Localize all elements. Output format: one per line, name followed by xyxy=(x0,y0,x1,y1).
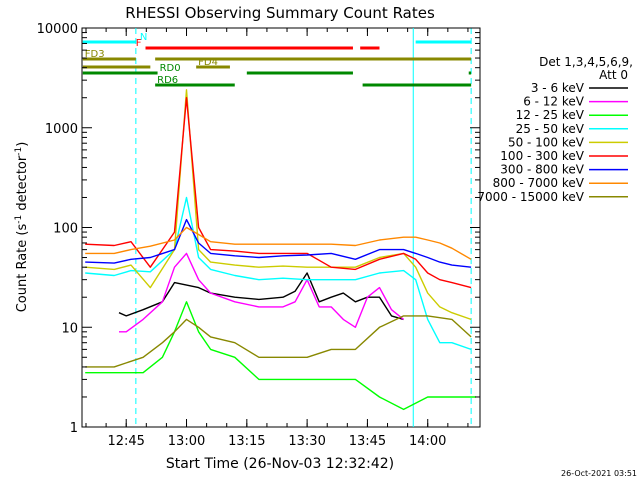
vertical-markers xyxy=(135,28,472,427)
footer-timestamp: 26-Oct-2021 03:51 xyxy=(561,469,637,478)
y-label-sup-2: -1 xyxy=(14,147,24,156)
y-axis-label: Count Rate (s-1 detector-1) xyxy=(14,142,30,313)
flag-label-fd3: FD3 xyxy=(85,49,105,60)
flag-label-rd6: RD6 xyxy=(157,75,178,86)
legend-label-7000-15000-kev: 7000 - 15000 keV xyxy=(477,190,584,204)
legend-label-50-100-kev: 50 - 100 keV xyxy=(508,135,585,149)
legend-title-line-2: Att 0 xyxy=(599,68,628,82)
legend-label-300-800-kev: 300 - 800 keV xyxy=(500,163,584,177)
y-tick-label: 10000 xyxy=(37,22,78,37)
x-axis-label: Start Time (26-Nov-03 12:32:42) xyxy=(166,456,394,472)
series-line-800-7000-kev xyxy=(85,226,472,260)
series-line-6-12-kev xyxy=(119,252,405,333)
series-line-12-25-kev xyxy=(85,301,476,411)
y-tick-label: 1 xyxy=(70,421,78,436)
legend-label-800-7000-kev: 800 - 7000 keV xyxy=(493,176,585,190)
series-line-25-50-kev xyxy=(85,196,472,351)
y-tick-label: 1000 xyxy=(45,122,78,137)
y-label-part-3: ) xyxy=(15,142,30,147)
flag-label-n: N xyxy=(140,32,147,43)
legend-label-12-25-kev: 12 - 25 keV xyxy=(516,108,585,122)
x-tick-label: 13:45 xyxy=(349,434,386,449)
x-tick-label: 14:00 xyxy=(409,434,446,449)
flag-label-fd4: FD4 xyxy=(198,57,218,68)
legend-label-25-50-kev: 25 - 50 keV xyxy=(516,122,585,136)
legend-label-6-12-kev: 6 - 12 keV xyxy=(523,95,585,109)
chart-title: RHESSI Observing Summary Count Rates xyxy=(125,4,435,22)
y-label-part-2: detector xyxy=(15,155,30,215)
y-label-sup-1: -1 xyxy=(14,215,24,224)
x-tick-label: 13:00 xyxy=(168,434,205,449)
y-label-part-1: Count Rate (s xyxy=(15,224,30,313)
x-tick-label: 12:45 xyxy=(107,434,144,449)
x-axis-ticks: 12:45 13:00 13:15 13:30 13:45 14:00 xyxy=(85,28,469,449)
plot-frame xyxy=(81,27,481,428)
y-axis-ticks: 1 10 100 1000 10000 xyxy=(37,22,480,436)
flag-label-rd0: RD0 xyxy=(160,63,181,74)
flag-label-f: F xyxy=(136,38,142,49)
x-tick-label: 13:15 xyxy=(228,434,265,449)
legend-title-line-1: Det 1,3,4,5,6,9, xyxy=(539,55,633,69)
series-line-300-800-kev xyxy=(85,218,472,268)
series-lines xyxy=(85,89,476,411)
x-tick-label: 13:30 xyxy=(288,434,325,449)
legend-label-100-300-kev: 100 - 300 keV xyxy=(500,149,584,163)
legend-label-3-6-kev: 3 - 6 keV xyxy=(531,81,585,95)
y-tick-label: 10 xyxy=(61,321,78,336)
series-line-7000-15000-kev xyxy=(85,315,472,368)
series-line-3-6-kev xyxy=(118,272,404,321)
series-line-50-100-kev xyxy=(85,89,472,321)
y-tick-label: 100 xyxy=(53,222,78,237)
